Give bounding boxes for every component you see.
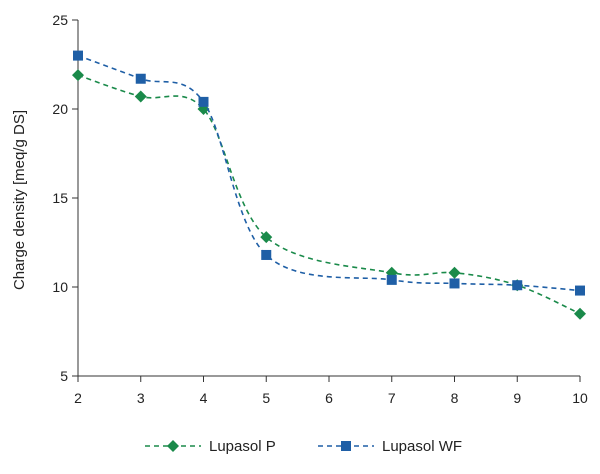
data-point-lupasol-wf — [261, 249, 272, 260]
legend-marker — [167, 440, 179, 452]
series-lupasol-wf — [73, 50, 585, 296]
legend: Lupasol P Lupasol WF — [145, 438, 462, 455]
series-line-lupasol-p — [77, 74, 581, 315]
x-tick-label: 5 — [262, 390, 270, 406]
legend-item-lupasol-wf: Lupasol WF — [318, 438, 462, 455]
x-tick-label: 4 — [200, 390, 208, 406]
axes — [77, 20, 580, 377]
legend-label: Lupasol WF — [382, 438, 462, 455]
legend-label: Lupasol P — [209, 438, 276, 455]
y-tick-label: 20 — [52, 101, 68, 117]
data-point-lupasol-wf — [449, 278, 460, 289]
x-tick-label: 6 — [325, 390, 333, 406]
legend-marker — [341, 441, 351, 451]
data-point-lupasol-p — [72, 69, 84, 82]
x-ticks: 2 3 4 5 6 7 8 9 10 — [74, 376, 588, 406]
x-tick-label: 7 — [388, 390, 396, 406]
y-tick-label: 10 — [52, 279, 68, 295]
data-point-lupasol-wf — [575, 285, 585, 296]
data-point-lupasol-p — [448, 266, 461, 279]
data-point-lupasol-p — [134, 90, 147, 103]
legend-item-lupasol-p: Lupasol P — [145, 438, 276, 455]
x-tick-label: 2 — [74, 390, 82, 406]
y-ticks: 5 10 15 20 25 — [52, 12, 78, 384]
data-point-lupasol-wf — [198, 96, 209, 107]
series-layer — [72, 50, 586, 320]
y-tick-label: 15 — [52, 190, 68, 206]
y-axis-title: Charge density [meq/g DS] — [11, 110, 28, 290]
x-tick-label: 10 — [572, 390, 588, 406]
series-line-lupasol-wf — [77, 54, 581, 292]
data-point-lupasol-p — [574, 307, 586, 320]
x-tick-label: 8 — [451, 390, 459, 406]
data-point-lupasol-wf — [73, 50, 83, 61]
y-tick-label: 25 — [52, 12, 68, 28]
data-point-lupasol-wf — [512, 280, 523, 291]
data-point-lupasol-wf — [135, 73, 146, 84]
data-point-lupasol-p — [260, 231, 273, 244]
y-tick-label: 5 — [60, 368, 68, 384]
x-tick-label: 3 — [137, 390, 145, 406]
series-lupasol-p — [72, 69, 586, 320]
x-tick-label: 9 — [513, 390, 521, 406]
data-point-lupasol-wf — [386, 274, 397, 285]
